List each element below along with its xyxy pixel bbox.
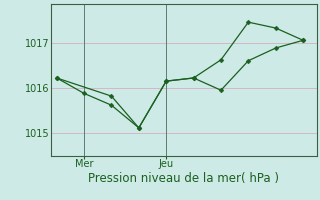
X-axis label: Pression niveau de la mer( hPa ): Pression niveau de la mer( hPa ) bbox=[89, 172, 279, 185]
